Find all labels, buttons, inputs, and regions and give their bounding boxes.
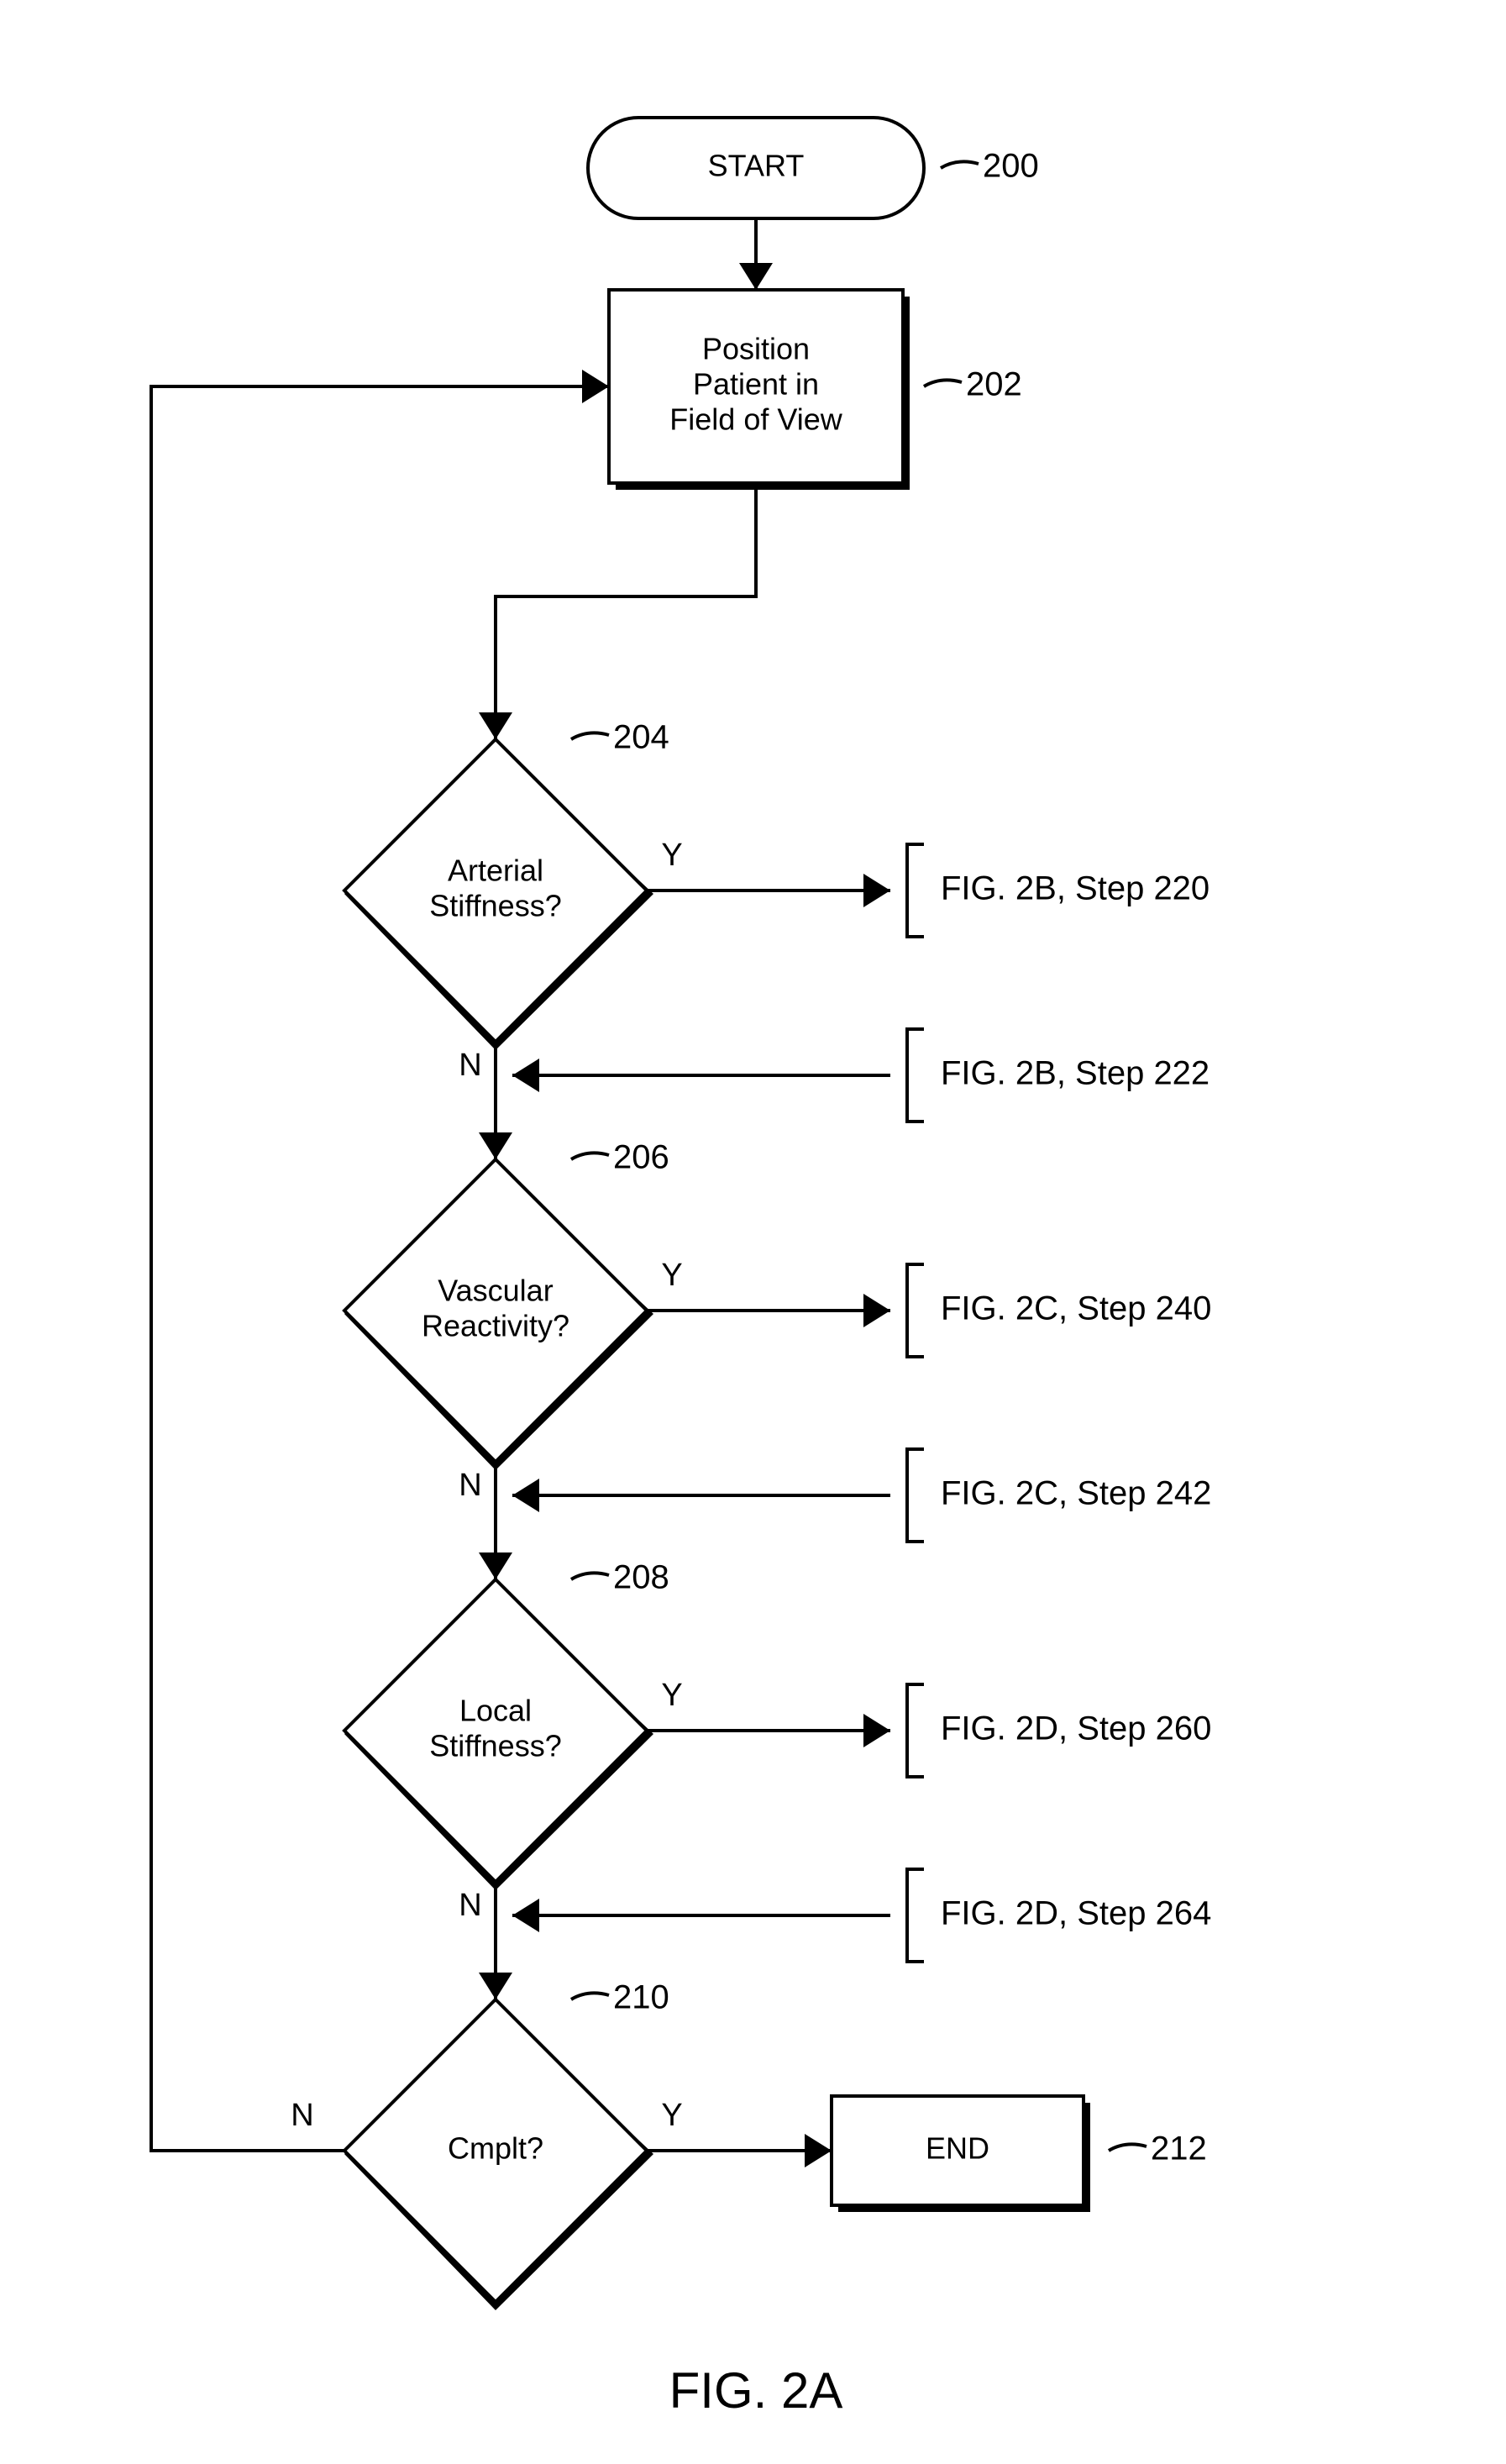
svg-text:N: N [459,1888,481,1923]
svg-text:202: 202 [966,366,1022,403]
svg-text:204: 204 [613,719,669,756]
svg-text:212: 212 [1151,2130,1207,2167]
svg-text:Local: Local [459,1694,532,1728]
svg-text:FIG. 2D, Step 260: FIG. 2D, Step 260 [941,1710,1211,1747]
svg-text:Y: Y [661,838,682,873]
svg-text:200: 200 [983,148,1039,185]
svg-text:FIG. 2A: FIG. 2A [669,2362,843,2419]
svg-text:START: START [708,149,805,183]
svg-text:END: END [926,2131,989,2166]
svg-text:Y: Y [661,2098,682,2133]
svg-text:Y: Y [661,1678,682,1713]
svg-text:210: 210 [613,1979,669,2016]
svg-text:Cmplt?: Cmplt? [448,2131,543,2166]
svg-text:N: N [459,1048,481,1083]
svg-text:Arterial: Arterial [448,854,543,888]
svg-text:FIG. 2B, Step 220: FIG. 2B, Step 220 [941,870,1210,907]
svg-text:Y: Y [661,1258,682,1293]
svg-text:FIG. 2C, Step 240: FIG. 2C, Step 240 [941,1290,1211,1327]
svg-text:208: 208 [613,1559,669,1596]
svg-text:N: N [291,2098,313,2133]
svg-text:FIG. 2D, Step 264: FIG. 2D, Step 264 [941,1895,1211,1932]
svg-text:FIG. 2B, Step 222: FIG. 2B, Step 222 [941,1055,1210,1092]
svg-text:Stiffness?: Stiffness? [429,889,561,923]
flowchart-svg: START 200 PositionPatient inField of View 2… [0,0,1506,2464]
svg-text:Position: Position [702,332,810,366]
svg-text:Patient in: Patient in [693,367,819,402]
svg-text:Vascular: Vascular [438,1274,553,1308]
svg-text:N: N [459,1468,481,1503]
svg-text:Reactivity?: Reactivity? [422,1309,569,1343]
svg-text:Field of View: Field of View [669,402,842,437]
svg-text:Stiffness?: Stiffness? [429,1729,561,1763]
svg-text:206: 206 [613,1139,669,1176]
svg-text:FIG. 2C, Step 242: FIG. 2C, Step 242 [941,1475,1211,1512]
